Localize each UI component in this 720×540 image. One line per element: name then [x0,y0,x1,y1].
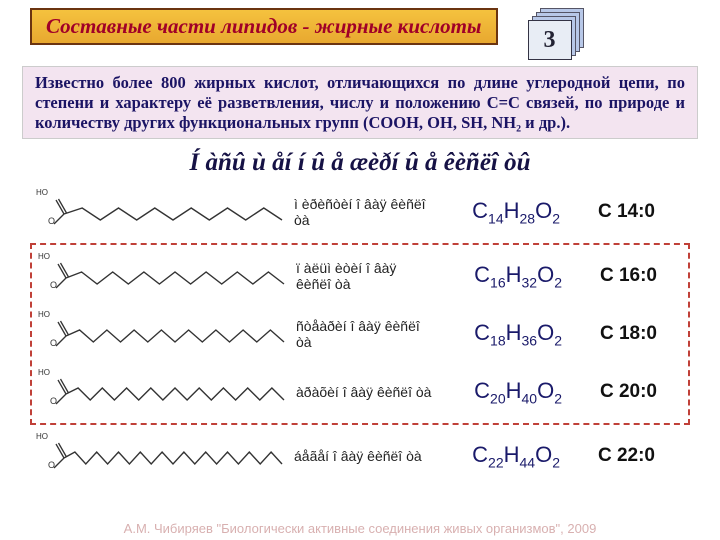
acid-formula: C18H36O2 [432,320,562,348]
acid-shorthand: С 14:0 [560,201,655,223]
page-number: 3 [528,20,572,60]
acid-shorthand: С 20:0 [562,381,657,403]
acid-formula: C14H28O2 [430,198,560,226]
o-label: O [50,338,57,348]
acid-row: HO O áåãåí î âàÿ êèñëî òà C22H44O2 С 22:… [30,427,690,485]
acid-shorthand: С 22:0 [560,445,655,467]
hooc-label: HO [38,310,50,319]
acid-name: áåãåí î âàÿ êèñëî òà [290,448,430,464]
acid-shorthand: С 16:0 [562,265,657,287]
hooc-label: HO [36,432,48,441]
acid-row: HO O ï àëüì èòèí î âàÿ êèñëî òà C16H32O2… [32,247,688,305]
footer-citation: А.М. Чибиряев "Биологически активные сое… [0,521,720,536]
acid-name: ñòåàðèí î âàÿ êèñëî òà [292,318,432,350]
acid-name: ï àëüì èòèí î âàÿ êèñëî òà [292,260,432,292]
acid-formula: C22H44O2 [430,442,560,470]
acid-structure-icon: HO O [32,252,292,300]
highlighted-acids-box: HO O ï àëüì èòèí î âàÿ êèñëî òà C16H32O2… [30,243,690,425]
acid-structure-icon: HO O [30,188,290,236]
acid-name: àðàõèí î âàÿ êèñëî òà [292,384,432,400]
acid-structure-icon: HO O [32,310,292,358]
acid-list: HO O ì èðèñòèí î âàÿ êèñëî òà C14H28O2 С… [0,183,720,485]
acid-formula: C20H40O2 [432,378,562,406]
acid-row: HO O ì èðèñòèí î âàÿ êèñëî òà C14H28O2 С… [30,183,690,241]
o-label: O [48,216,55,226]
acid-name: ì èðèñòèí î âàÿ êèñëî òà [290,196,430,228]
page-title-banner: Составные части липидов - жирные кислоты [30,8,498,45]
hooc-label: HO [36,188,48,197]
page-number-stack: 3 [528,8,584,56]
acid-formula: C16H32O2 [432,262,562,290]
acid-row: HO O àðàõèí î âàÿ êèñëî òà C20H40O2 С 20… [32,363,688,421]
hooc-label: HO [38,368,50,377]
o-label: O [50,396,57,406]
acid-shorthand: С 18:0 [562,323,657,345]
intro-paragraph: Известно более 800 жирных кислот, отлича… [22,66,698,139]
o-label: O [48,460,55,470]
acid-row: HO O ñòåàðèí î âàÿ êèñëî òà C18H36O2 С 1… [32,305,688,363]
hooc-label: HO [38,252,50,261]
o-label: O [50,280,57,290]
section-heading: Í àñû ù åí í û å æèðí û å êèñëî òû [0,149,720,177]
acid-structure-icon: HO O [32,368,292,416]
acid-structure-icon: HO O [30,432,290,480]
